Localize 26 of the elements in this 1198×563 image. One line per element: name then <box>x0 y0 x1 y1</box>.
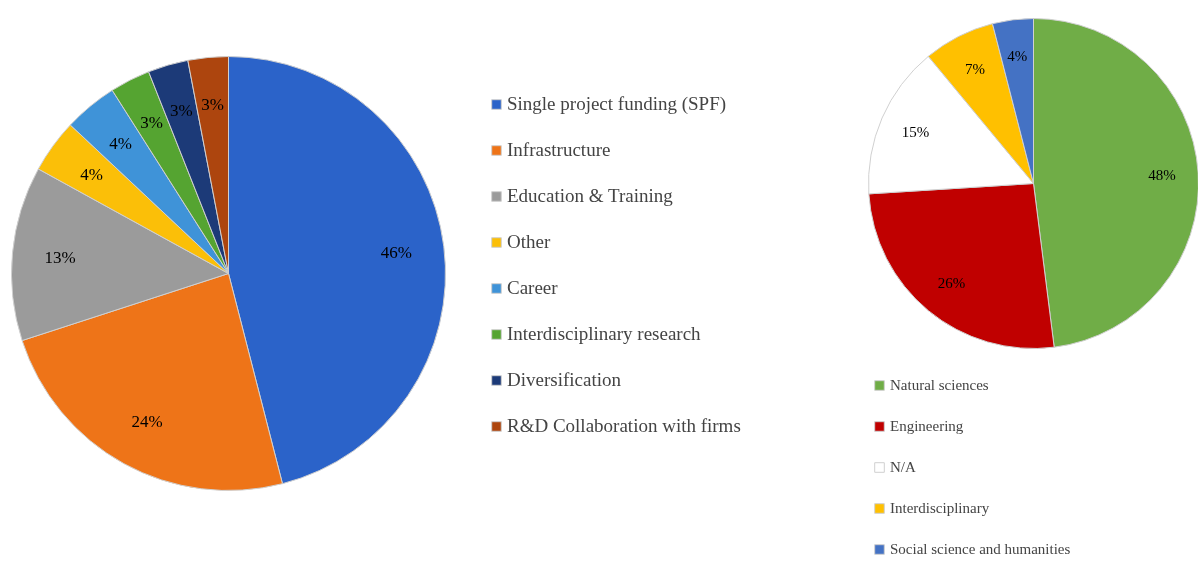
legend-label: Diversification <box>507 369 621 391</box>
legend-label: Infrastructure <box>507 139 611 161</box>
data-label: 4% <box>80 164 103 184</box>
data-label: 4% <box>1007 47 1028 64</box>
data-label: 3% <box>169 101 193 121</box>
data-label: 24% <box>131 412 163 432</box>
legend-label: Natural sciences <box>890 375 989 395</box>
data-label: 46% <box>380 242 413 262</box>
legend-label: R&D Collaboration with firms <box>507 415 741 437</box>
data-label: 3% <box>201 95 224 115</box>
data-label: 15% <box>901 124 930 141</box>
legend-label: Interdisciplinary <box>890 498 990 518</box>
legend-label: Engineering <box>890 416 964 436</box>
data-label: 26% <box>937 274 966 291</box>
legend-label: Career <box>507 277 558 299</box>
data-label: 48% <box>1148 167 1176 184</box>
legend-label: Single project funding (SPF) <box>507 93 727 115</box>
legend-label: N/A <box>890 457 916 477</box>
data-label: 13% <box>44 248 76 268</box>
legend-label: Interdisciplinary research <box>507 323 701 345</box>
data-label: 3% <box>140 113 163 133</box>
legend-label: Social science and humanities <box>890 539 1071 559</box>
data-label: 7% <box>965 60 986 77</box>
data-label: 4% <box>109 133 132 153</box>
legend-label: Education & Training <box>507 185 673 207</box>
legend-label: Other <box>507 231 551 253</box>
